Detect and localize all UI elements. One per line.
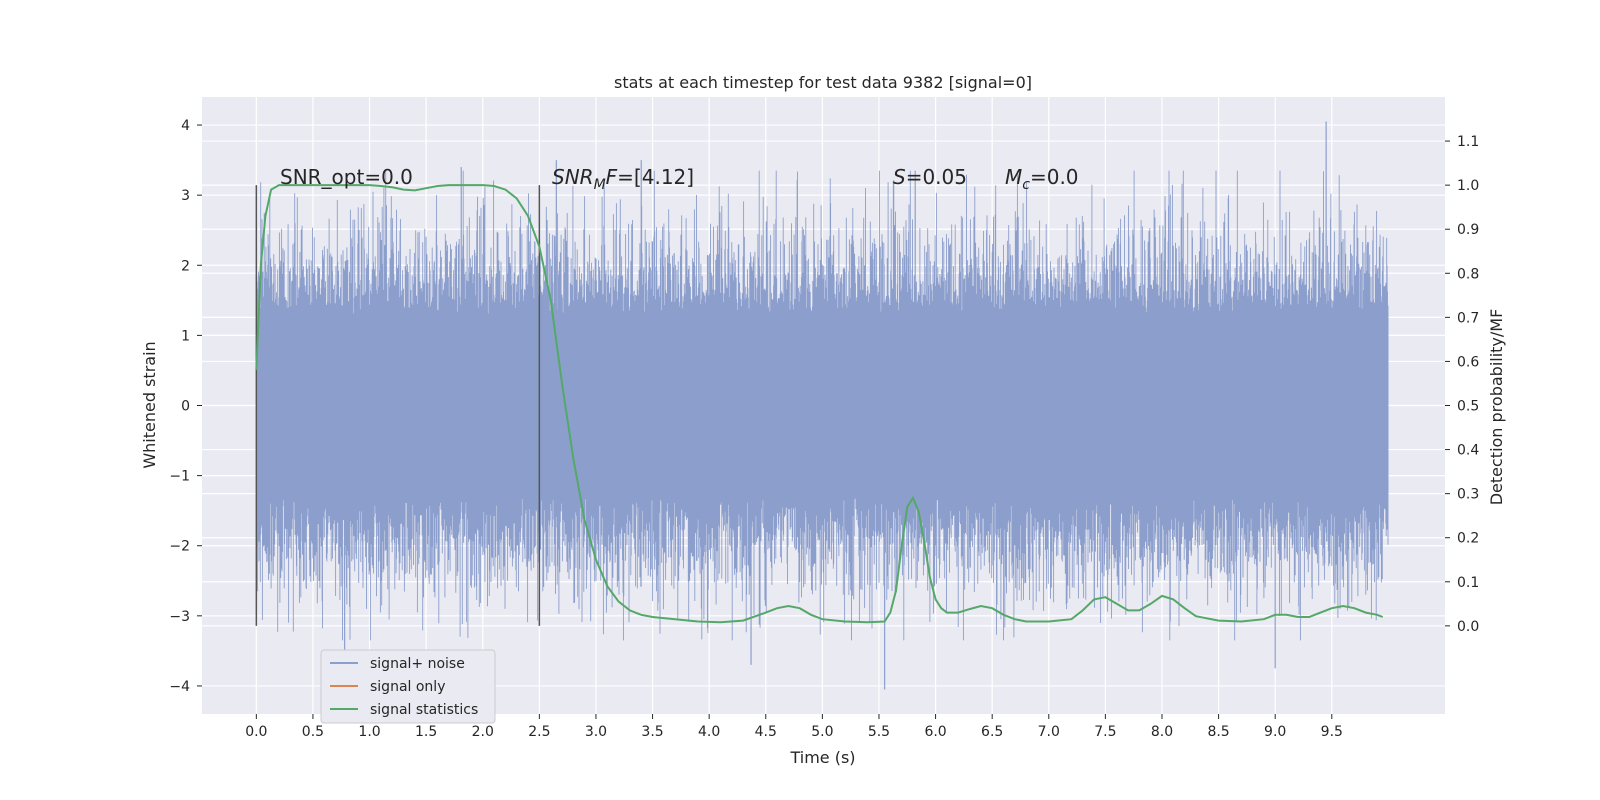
legend-label-signal-only: signal only [370, 679, 445, 695]
yr-tick-label-8: 0.3 [1457, 487, 1479, 503]
x-tick-label-19: 9.5 [1321, 724, 1343, 740]
yl-tick-label-3: 1 [181, 328, 190, 344]
y-right-axis-label: Detection probability/MF [1487, 309, 1506, 506]
yl-tick-label-5: −1 [169, 469, 190, 485]
series-signal-statistics [255, 184, 1384, 624]
y-left-axis-label: Whitened strain [140, 341, 159, 468]
yr-tick-label-10: 0.1 [1457, 575, 1479, 591]
yr-tick-label-4: 0.7 [1457, 310, 1479, 326]
yl-tick-label-8: −4 [169, 679, 190, 695]
x-tick-label-6: 3.0 [585, 724, 607, 740]
mc-value: =0.0 [1030, 165, 1079, 189]
s-label: S [893, 165, 906, 189]
snr-mf-italic: F [606, 165, 618, 189]
yr-tick-label-7: 0.4 [1457, 443, 1479, 459]
y-right-axis-ticks: 1.1 1.0 0.9 0.8 0.7 0.6 0.5 0.4 0.3 0.2 0.1 0.0 [1445, 134, 1479, 635]
annotation-mc: Mc=0.0 [1005, 165, 1079, 193]
yr-tick-label-5: 0.6 [1457, 354, 1479, 370]
x-tick-label-3: 1.5 [415, 724, 437, 740]
annotation-snr-mf: SNRMF=[4.12] [552, 165, 694, 193]
vertical-markers [255, 185, 541, 626]
yl-tick-label-7: −3 [169, 609, 190, 625]
y-left-axis-ticks: 4 3 2 1 0 −1 −2 −3 −4 [169, 118, 202, 695]
x-tick-label-7: 3.5 [641, 724, 663, 740]
yl-tick-label-4: 0 [181, 399, 190, 415]
series-signal-noise [255, 121, 1389, 690]
yr-tick-label-2: 0.9 [1457, 222, 1479, 238]
legend-label-signal-statistics: signal statistics [370, 702, 478, 718]
s-value: =0.05 [906, 165, 967, 189]
yl-tick-label-6: −2 [169, 539, 190, 555]
annotation-s: S=0.05 [893, 165, 967, 189]
x-axis-ticks: 0.0 0.5 1.0 1.5 2.0 2.5 3.0 3.5 4.0 4.5 5.0 5.5 6.0 6… [245, 714, 1343, 740]
legend: signal+ noise signal only signal statist… [320, 649, 496, 724]
yr-tick-label-11: 0.0 [1457, 619, 1479, 635]
yr-tick-label-0: 1.1 [1457, 134, 1479, 150]
yr-tick-label-9: 0.2 [1457, 531, 1479, 547]
x-tick-label-1: 0.5 [302, 724, 324, 740]
yr-tick-label-1: 1.0 [1457, 178, 1479, 194]
mc-sub: c [1022, 177, 1030, 193]
x-tick-label-15: 7.5 [1094, 724, 1116, 740]
yr-tick-label-6: 0.5 [1457, 399, 1479, 415]
x-tick-label-13: 6.5 [981, 724, 1003, 740]
chart-title: stats at each timestep for test data 938… [614, 73, 1032, 92]
annotation-snr-opt: SNR_opt=0.0 [280, 165, 413, 189]
x-tick-label-17: 8.5 [1207, 724, 1229, 740]
snr-mf-base: SNR [552, 165, 594, 189]
signal-statistics-line [255, 184, 1384, 624]
x-tick-label-0: 0.0 [245, 724, 267, 740]
yl-tick-label-0: 4 [181, 118, 190, 134]
yl-tick-label-1: 3 [181, 188, 190, 204]
yr-tick-label-3: 0.8 [1457, 266, 1479, 282]
x-tick-label-4: 2.0 [472, 724, 494, 740]
x-tick-label-16: 8.0 [1151, 724, 1173, 740]
mc-label: M [1005, 165, 1022, 189]
x-axis-label: Time (s) [789, 748, 855, 767]
x-tick-label-14: 7.0 [1038, 724, 1060, 740]
x-tick-label-2: 1.0 [358, 724, 380, 740]
x-tick-label-9: 4.5 [755, 724, 777, 740]
snr-mf-sub: M [594, 177, 606, 193]
legend-label-signal-noise: signal+ noise [370, 656, 465, 672]
x-tick-label-10: 5.0 [811, 724, 833, 740]
x-tick-label-11: 5.5 [868, 724, 890, 740]
x-tick-label-18: 9.0 [1264, 724, 1286, 740]
yl-tick-label-2: 2 [181, 258, 190, 274]
x-tick-label-8: 4.0 [698, 724, 720, 740]
snr-mf-value: =[4.12] [617, 165, 694, 189]
x-tick-label-12: 6.0 [924, 724, 946, 740]
legend-box [320, 649, 496, 724]
x-tick-label-5: 2.5 [528, 724, 550, 740]
